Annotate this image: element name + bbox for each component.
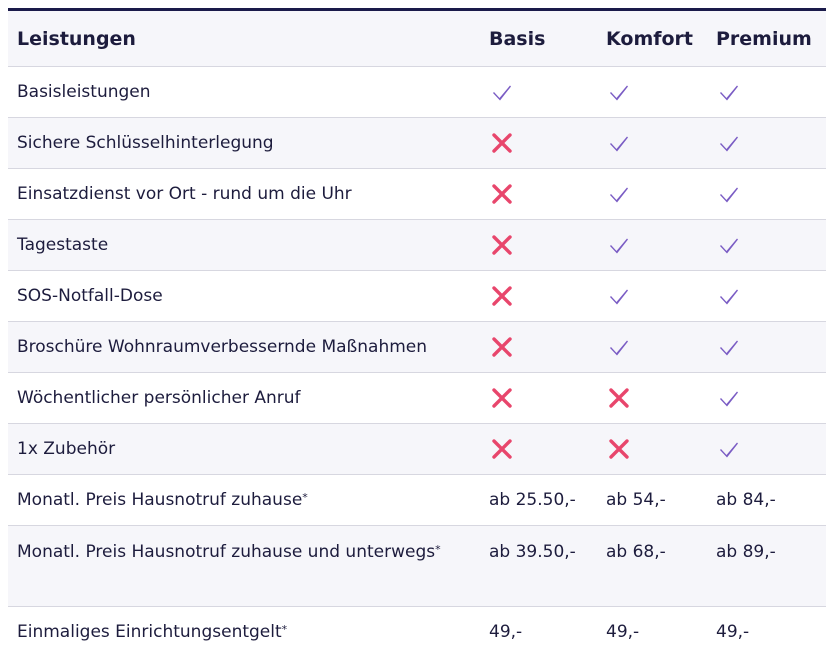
cross-icon [491,438,513,460]
cell-komfort [597,270,707,322]
check-icon [608,285,630,307]
header-komfort: Komfort [597,9,707,67]
cell-komfort [597,117,707,169]
price-basis: ab 25.50,- [480,474,597,526]
check-icon [608,132,630,154]
cell-komfort [597,66,707,118]
check-icon [608,336,630,358]
price-label-text: Einmaliges Einrichtungsentgelt [17,622,282,643]
table-row: SOS-Notfall-Dose [8,270,826,322]
price-premium: ab 89,- [707,525,826,607]
cross-icon [491,336,513,358]
cross-icon [491,183,513,205]
price-komfort: ab 54,- [597,474,707,526]
cell-premium [707,117,826,169]
price-label: Monatl. Preis Hausnotruf zuhause und unt… [8,525,480,607]
comparison-table-wrapper: Leistungen Basis Komfort Premium Basisle… [8,8,826,659]
feature-label: Wöchentlicher persönlicher Anruf [8,372,480,424]
cross-icon [491,234,513,256]
table-row: Tagestaste [8,219,826,271]
header-leistungen: Leistungen [8,9,480,67]
price-label: Einmaliges Einrichtungsentgelt* [8,607,480,659]
feature-label: Tagestaste [8,219,480,271]
check-icon [608,81,630,103]
check-icon [718,438,740,460]
cross-icon [491,387,513,409]
check-icon [608,234,630,256]
cell-basis [480,423,597,475]
table-row: Broschüre Wohnraumverbessernde Maßnahmen [8,321,826,373]
cell-basis [480,372,597,424]
cross-icon [491,285,513,307]
cell-komfort [597,423,707,475]
header-premium: Premium [707,9,826,67]
table-body: Basisleistungen Sichere Schlüsselhinterle… [8,66,826,659]
check-icon [718,234,740,256]
check-icon [718,81,740,103]
price-komfort: ab 68,- [597,525,707,607]
cell-komfort [597,372,707,424]
table-row: Wöchentlicher persönlicher Anruf [8,372,826,424]
price-label-text: Monatl. Preis Hausnotruf zuhause und unt… [17,542,436,562]
footnote-mark: * [302,490,308,504]
check-icon [608,183,630,205]
cell-premium [707,321,826,373]
cell-basis [480,270,597,322]
feature-label: SOS-Notfall-Dose [8,270,480,322]
check-icon [718,183,740,205]
table-row: 1x Zubehör [8,423,826,475]
header-basis: Basis [480,9,597,67]
cell-basis [480,66,597,118]
cell-premium [707,270,826,322]
cross-icon [608,387,630,409]
cell-komfort [597,321,707,373]
feature-label: Basisleistungen [8,66,480,118]
price-komfort: 49,- [606,622,640,643]
footnote-mark: * [281,623,288,637]
cell-premium [707,66,826,118]
table-row: Monatl. Preis Hausnotruf zuhause und unt… [8,525,826,607]
check-icon [718,387,740,409]
cell-basis [480,168,597,220]
table-row: Einsatzdienst vor Ort - rund um die Uhr [8,168,826,220]
cell-komfort [597,168,707,220]
service-comparison-table: Leistungen Basis Komfort Premium Basisle… [8,8,826,659]
price-basis: 49,- [489,622,523,643]
cross-icon [491,132,513,154]
price-label: Monatl. Preis Hausnotruf zuhause* [8,474,480,526]
table-row: Einmaliges Einrichtungsentgelt* 49,- 49,- 4… [8,607,826,659]
table-row: Monatl. Preis Hausnotruf zuhause* ab 25.5… [8,474,826,526]
feature-label: Sichere Schlüsselhinterlegung [8,117,480,169]
check-icon [718,285,740,307]
price-premium: 49,- [716,622,750,643]
table-row: Basisleistungen [8,66,826,118]
check-icon [718,336,740,358]
cell-basis [480,321,597,373]
price-label-text: Monatl. Preis Hausnotruf zuhause [17,489,303,510]
cell-premium [707,168,826,220]
price-basis: ab 39.50,- [480,525,597,607]
cell-premium [707,372,826,424]
check-icon [491,81,513,103]
price-premium: ab 84,- [707,474,826,526]
cross-icon [608,438,630,460]
feature-label: Einsatzdienst vor Ort - rund um die Uhr [8,168,480,220]
table-row: Sichere Schlüsselhinterlegung [8,117,826,169]
cell-basis [480,117,597,169]
feature-label: 1x Zubehör [8,423,480,475]
footnote-mark: * [435,543,441,556]
cell-premium [707,423,826,475]
cell-premium [707,219,826,271]
table-header-row: Leistungen Basis Komfort Premium [8,9,826,67]
cell-komfort [597,219,707,271]
feature-label: Broschüre Wohnraumverbessernde Maßnahmen [8,321,480,373]
check-icon [718,132,740,154]
cell-basis [480,219,597,271]
